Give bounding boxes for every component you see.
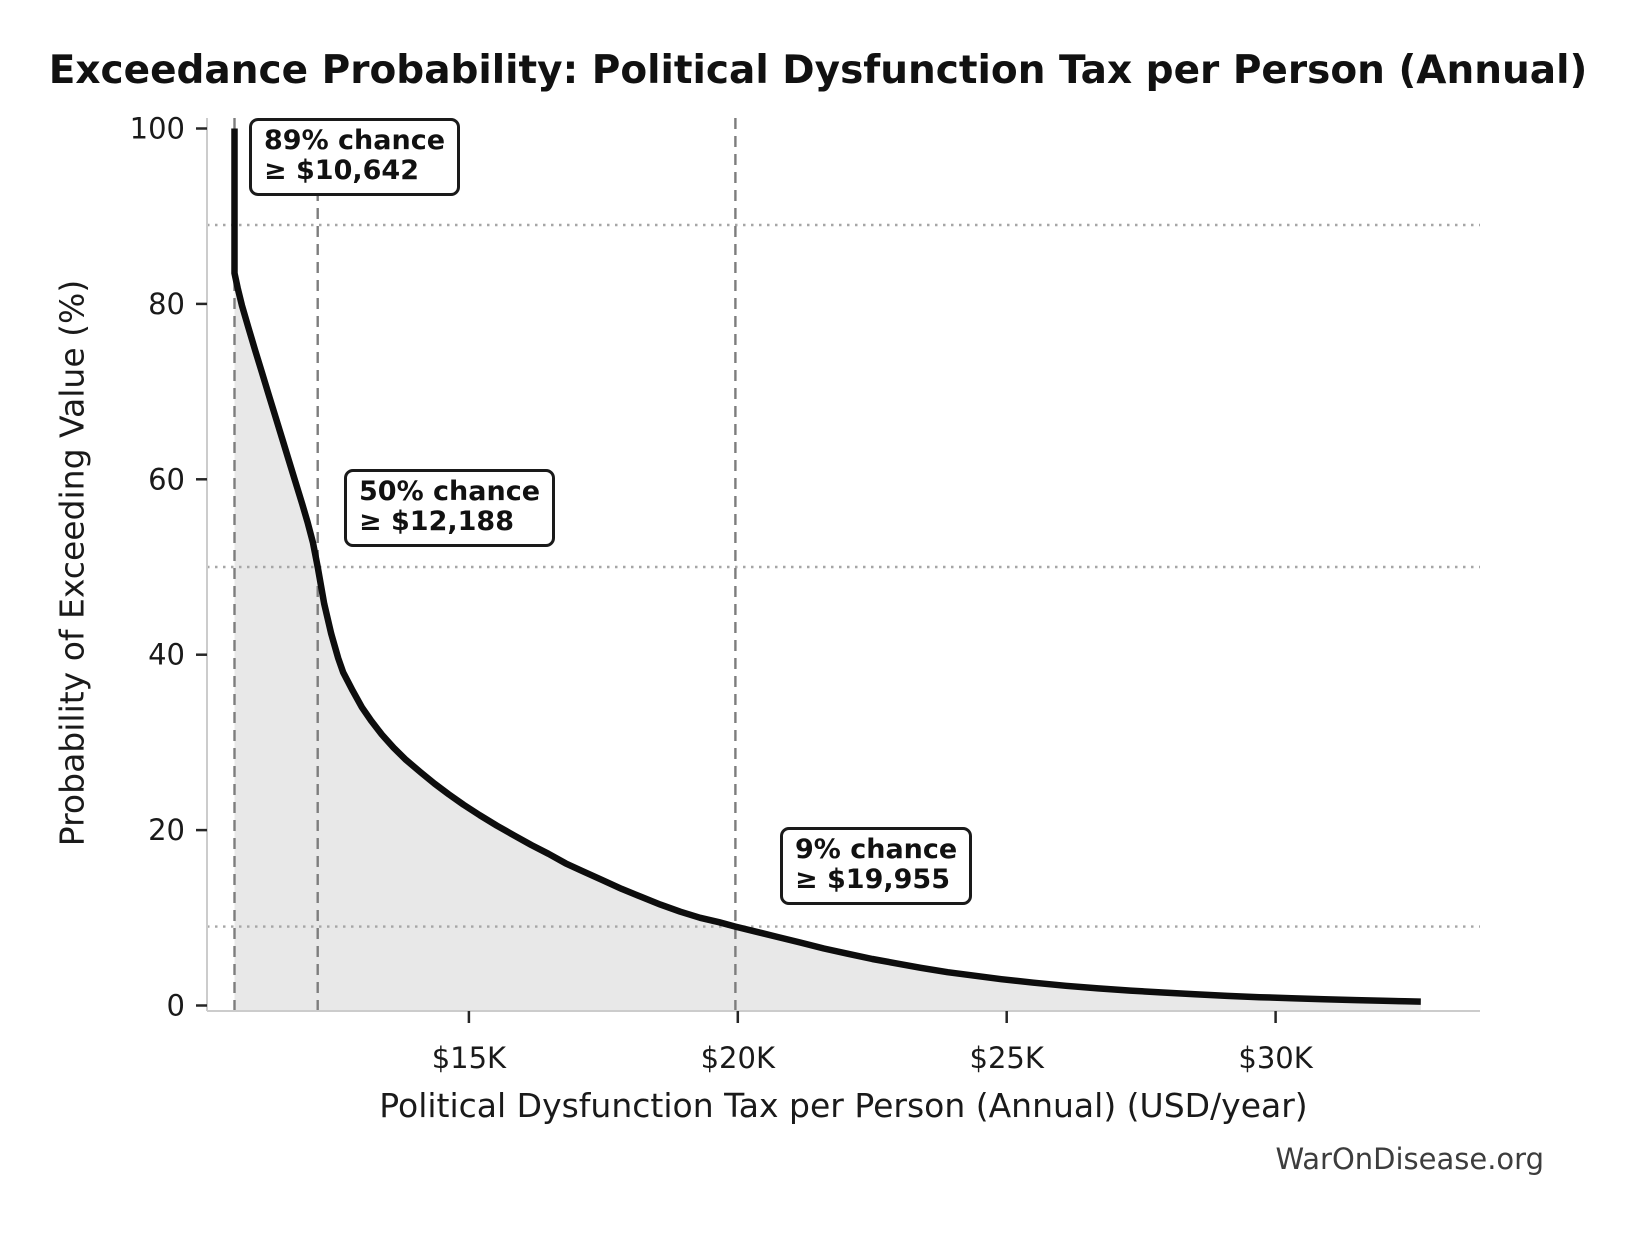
x-tick-label: $25K [970, 1041, 1045, 1075]
annotation-line-value: ≥ $12,188 [359, 506, 514, 537]
chart-title: Exceedance Probability: Political Dysfun… [48, 48, 1588, 93]
exceedance-curve [231, 128, 1421, 1005]
y-axis-title: Probability of Exceeding Value (%) [52, 279, 92, 847]
x-axis-title: Political Dysfunction Tax per Person (An… [379, 1086, 1308, 1125]
annotation-line-probability: 89% chance [264, 125, 446, 156]
y-tick-label: 60 [148, 462, 185, 496]
annotation-line-value: ≥ $10,642 [264, 155, 419, 186]
y-tick-label: 0 [167, 989, 185, 1023]
y-tick-label: 80 [148, 287, 185, 321]
area-under-curve [234, 273, 1421, 1010]
annotation-89pct-chance: 89% chance ≥ $10,642 [249, 118, 461, 196]
y-tick-label: 40 [148, 638, 185, 672]
annotation-50pct-chance: 50% chance ≥ $12,188 [344, 469, 556, 547]
annotation-line-value: ≥ $19,955 [795, 864, 950, 895]
source-credit: WarOnDisease.org [1275, 1142, 1544, 1176]
annotation-line-probability: 9% chance [795, 834, 958, 865]
y-tick-label: 20 [148, 813, 185, 847]
y-tick-label: 100 [130, 112, 185, 146]
annotation-9pct-chance: 9% chance ≥ $19,955 [780, 827, 973, 905]
x-tick-label: $15K [432, 1041, 507, 1075]
x-tick-label: $30K [1238, 1041, 1313, 1075]
annotation-line-probability: 50% chance [359, 476, 541, 507]
x-tick-label: $20K [701, 1041, 776, 1075]
